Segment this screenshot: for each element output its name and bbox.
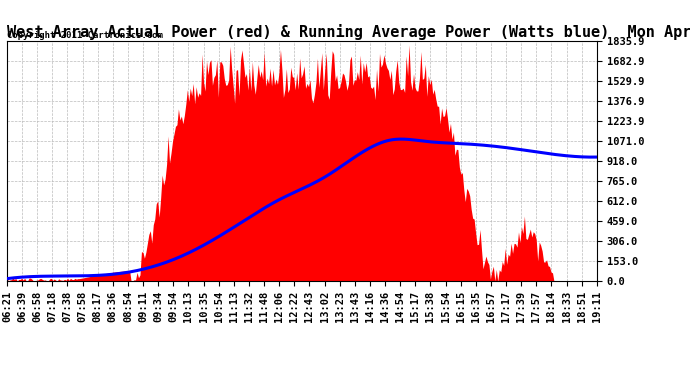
Text: West Array Actual Power (red) & Running Average Power (Watts blue)  Mon Apr 25 1: West Array Actual Power (red) & Running … [7,24,690,40]
Text: Copyright 2011 Cartronics.com: Copyright 2011 Cartronics.com [7,31,163,40]
